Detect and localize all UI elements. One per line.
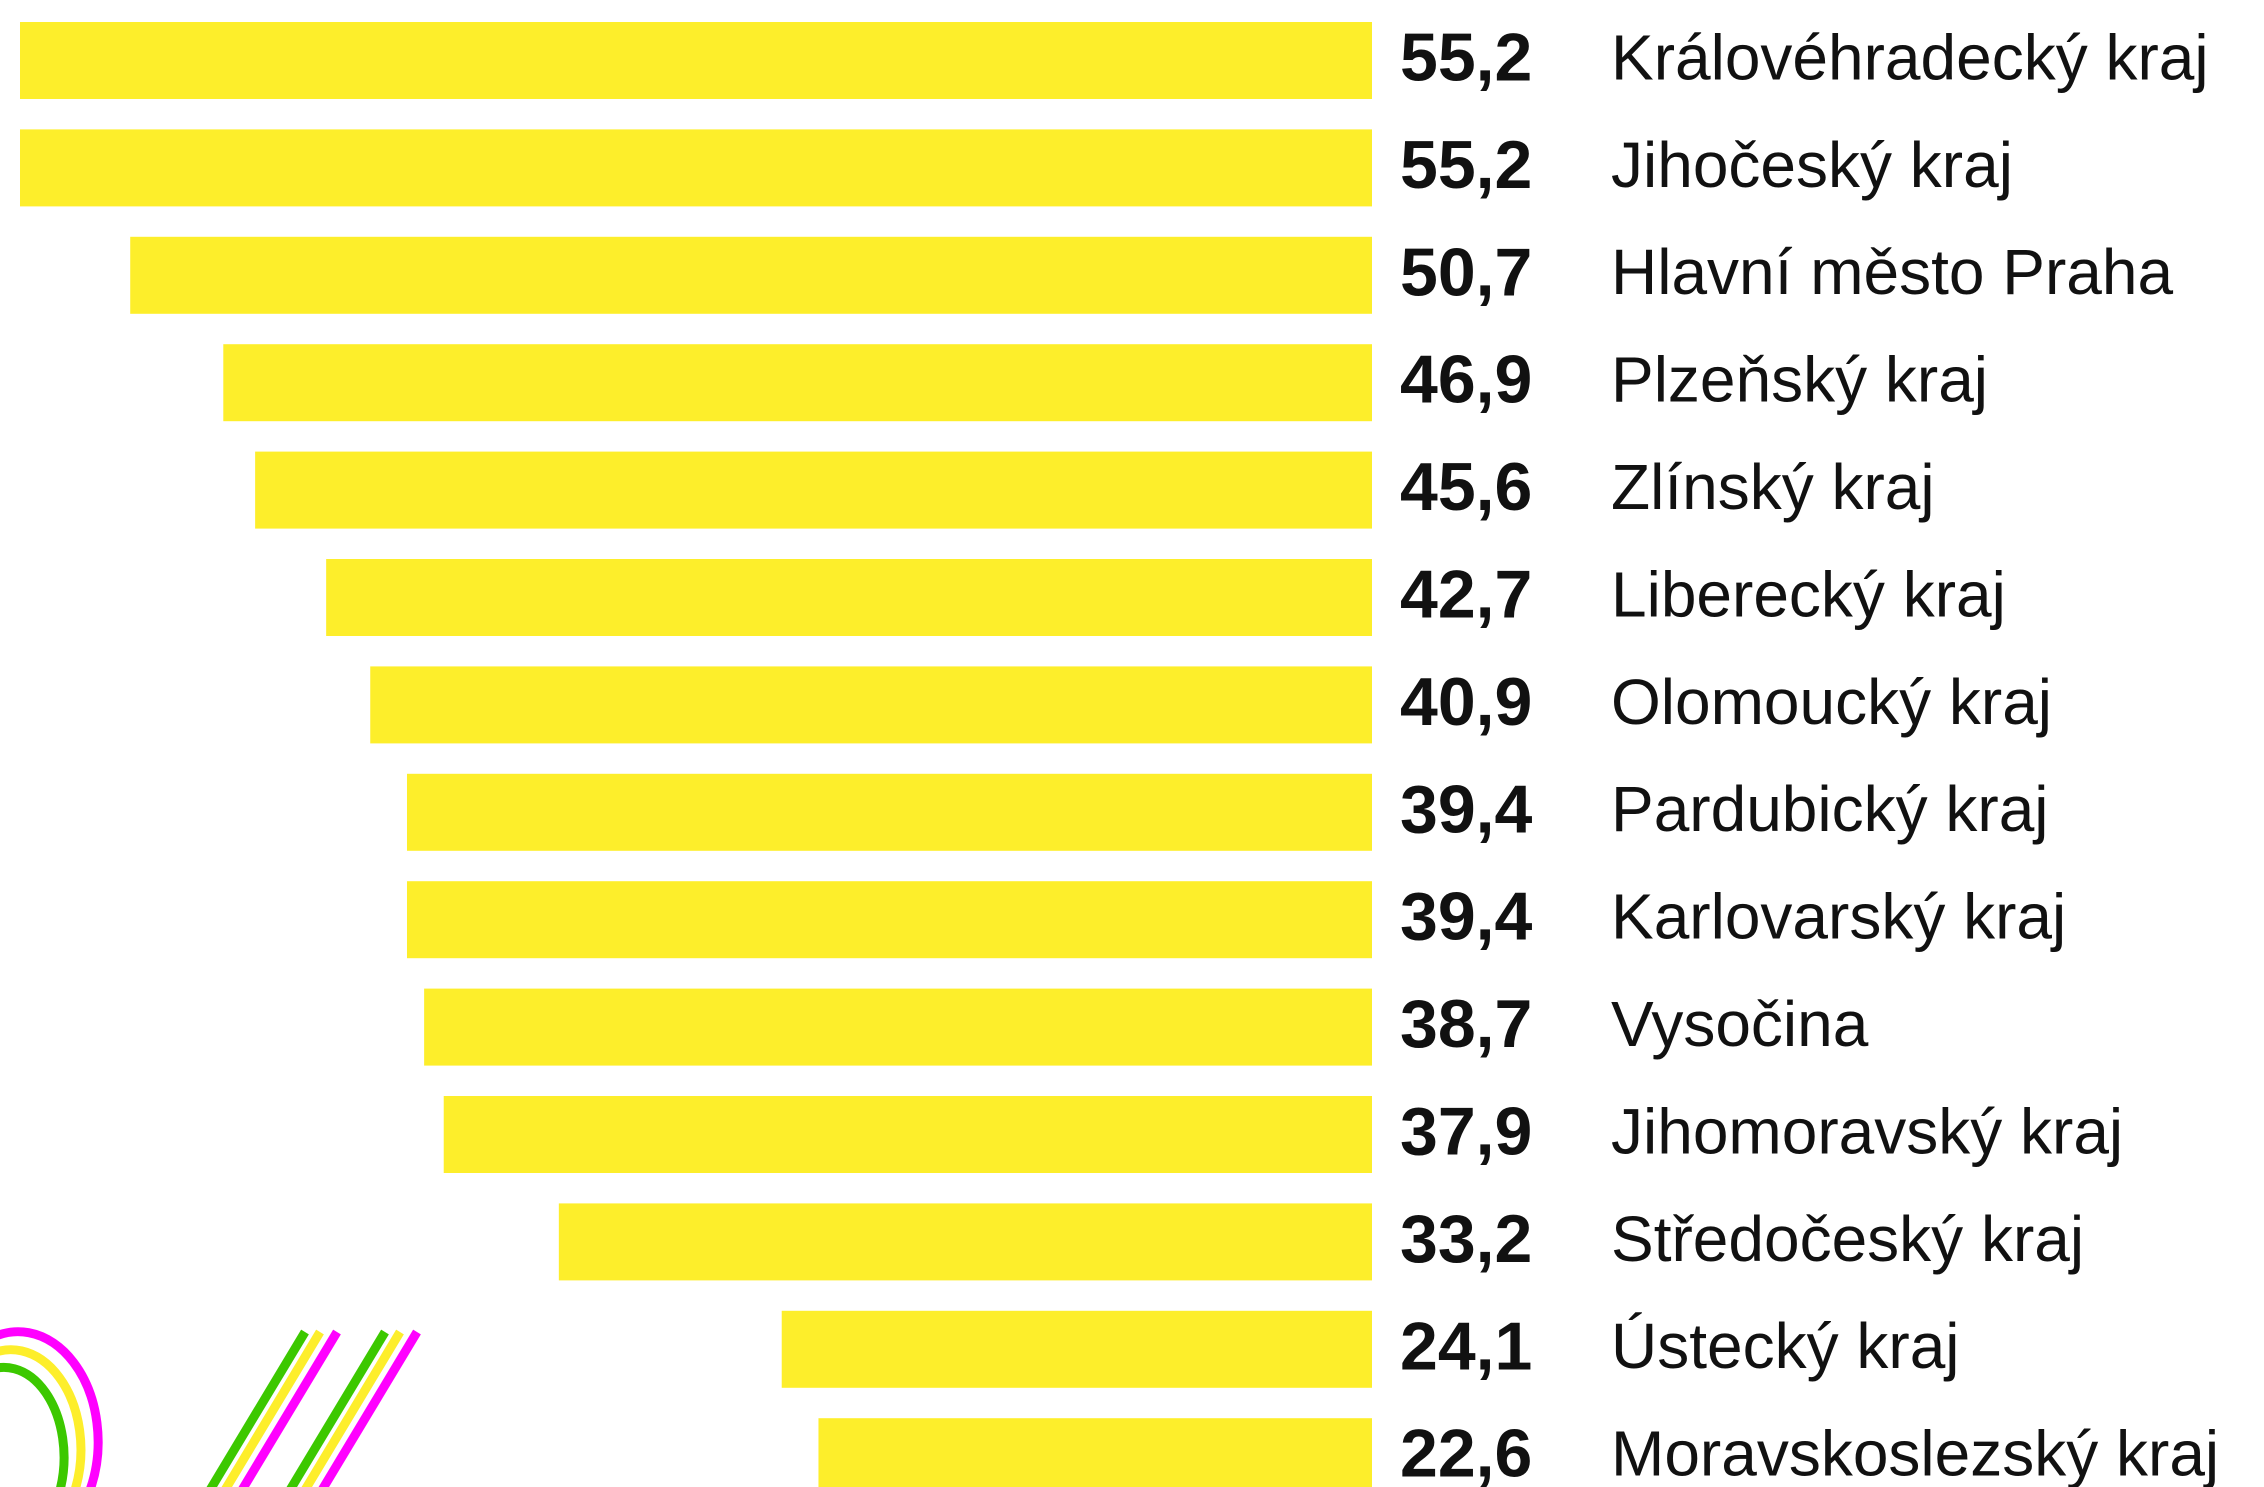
category-label: Olomoucký kraj: [1611, 666, 2052, 738]
value-label: 45,6: [1400, 449, 1532, 525]
bar: [255, 451, 1373, 529]
decor-stripe: [221, 1329, 324, 1487]
category-label: Vysočina: [1611, 988, 1869, 1060]
bar: [781, 1310, 1372, 1388]
value-label: 37,9: [1400, 1093, 1532, 1169]
decor-arc: [0, 1327, 103, 1487]
category-label: Pardubický kraj: [1611, 773, 2049, 845]
category-label: Ústecký kraj: [1611, 1310, 1960, 1382]
bar: [326, 559, 1372, 636]
category-label: Středočeský kraj: [1611, 1203, 2084, 1275]
bar: [406, 881, 1373, 959]
bar: [558, 1203, 1372, 1281]
category-label: Zlínský kraj: [1611, 451, 1935, 523]
decor-stripe: [206, 1329, 309, 1487]
value-label: 38,7: [1400, 986, 1532, 1062]
value-label: 46,9: [1400, 342, 1532, 418]
bar: [20, 129, 1372, 207]
decor-stripe: [301, 1329, 404, 1487]
decor-stripe: [286, 1329, 389, 1487]
value-label: 39,4: [1400, 879, 1533, 955]
decor-arc: [0, 1345, 86, 1487]
decor-stripe: [318, 1329, 421, 1487]
value-label: 40,9: [1400, 664, 1532, 740]
value-label: 22,6: [1400, 1416, 1532, 1487]
bar: [370, 666, 1373, 744]
category-label: Jihočeský kraj: [1611, 129, 2013, 201]
category-label: Moravskoslezský kraj: [1611, 1418, 2219, 1487]
category-label: Hlavní město Praha: [1611, 236, 2173, 308]
category-label: Liberecký kraj: [1611, 558, 2006, 630]
decor-arc: [0, 1362, 69, 1487]
bar: [130, 236, 1372, 314]
decoration: [0, 1327, 421, 1487]
value-label: 24,1: [1400, 1308, 1532, 1384]
bar: [223, 344, 1373, 422]
decor-stripe: [238, 1329, 341, 1487]
bar: [20, 22, 1372, 99]
bar: [424, 988, 1372, 1066]
bar: [818, 1418, 1372, 1487]
value-label: 42,7: [1400, 556, 1532, 632]
category-label: Karlovarský kraj: [1611, 881, 2066, 953]
bar: [443, 1096, 1373, 1173]
category-label: Královéhradecký kraj: [1611, 21, 2209, 93]
value-label: 50,7: [1400, 234, 1532, 310]
value-label: 39,4: [1400, 771, 1533, 847]
value-label: 33,2: [1400, 1201, 1532, 1277]
value-label: 55,2: [1400, 127, 1532, 203]
bar: [406, 773, 1373, 851]
value-label: 55,2: [1400, 19, 1532, 95]
category-label: Plzeňský kraj: [1611, 344, 1988, 416]
category-label: Jihomoravský kraj: [1611, 1095, 2123, 1167]
